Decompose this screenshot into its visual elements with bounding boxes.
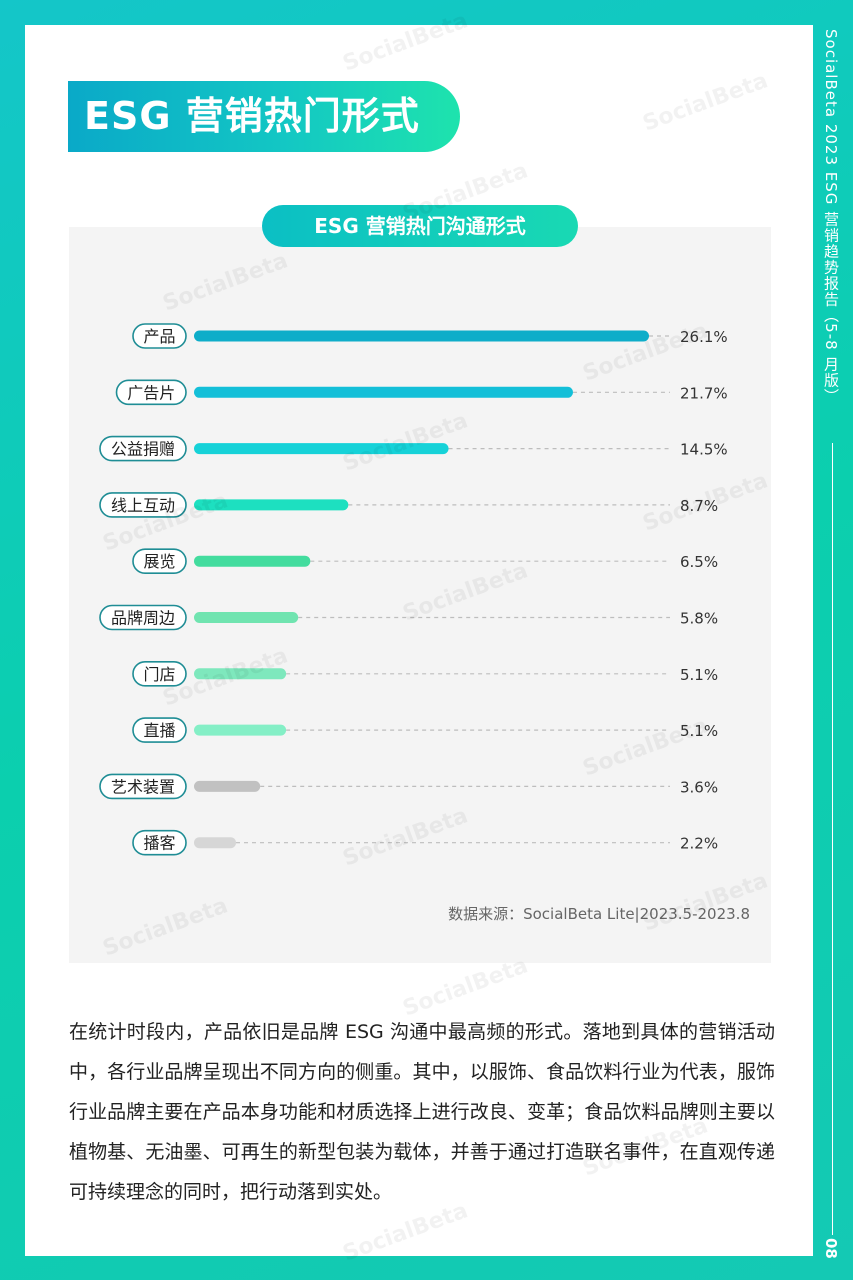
value-label: 5.1%	[680, 666, 718, 684]
category-pill	[99, 773, 187, 800]
category-label: 品牌周边	[111, 609, 175, 628]
bar	[194, 724, 287, 736]
section-title: ESG 营销热门形式	[68, 81, 460, 152]
value-label: 8.7%	[680, 497, 718, 515]
category-label: 展览	[143, 552, 175, 571]
bar	[194, 443, 449, 455]
bar	[194, 837, 237, 849]
value-label: 21.7%	[680, 384, 728, 402]
value-label: 5.8%	[680, 610, 718, 628]
category-pill	[132, 829, 187, 856]
bar	[194, 386, 573, 398]
bar	[194, 612, 299, 623]
category-pill	[99, 435, 187, 462]
bar	[194, 330, 649, 342]
bar	[194, 668, 287, 680]
category-pill	[132, 548, 187, 575]
chart-source: 数据来源：SocialBeta Lite|2023.5-2023.8	[448, 905, 750, 923]
category-label: 公益捐赠	[111, 440, 175, 459]
value-label: 3.6%	[680, 778, 718, 796]
category-label: 广告片	[127, 383, 175, 402]
bar	[194, 780, 261, 792]
value-label: 6.5%	[680, 553, 718, 571]
body-paragraph: 在统计时段内，产品依旧是品牌 ESG 沟通中最高频的形式。落地到具体的营销活动中…	[69, 1021, 775, 1203]
category-label: 艺术装置	[111, 777, 175, 796]
category-pill	[99, 492, 187, 518]
category-label: 产品	[143, 327, 175, 346]
side-report-title: SocialBeta 2023 ESG 营销趋势报告（5-8 月版）	[822, 29, 840, 405]
bar	[194, 499, 349, 511]
category-label: 播客	[143, 834, 175, 853]
category-pill	[115, 379, 187, 406]
page-number: 08	[822, 1238, 840, 1259]
category-pill	[132, 717, 187, 743]
category-label: 线上互动	[111, 496, 175, 515]
chart-title: ESG 营销热门沟通形式	[262, 205, 578, 247]
category-label: 直播	[143, 721, 175, 740]
category-pill	[132, 660, 187, 687]
value-label: 2.2%	[680, 835, 718, 853]
bar	[194, 555, 311, 567]
category-label: 门店	[143, 665, 175, 684]
value-label: 14.5%	[680, 441, 728, 459]
category-pill	[132, 323, 187, 349]
side-strip: SocialBeta 2023 ESG 营销趋势报告（5-8 月版） 08	[813, 25, 853, 1259]
value-label: 5.1%	[680, 722, 718, 740]
category-pill	[99, 604, 187, 631]
side-divider	[832, 443, 833, 1235]
value-label: 26.1%	[680, 328, 728, 346]
